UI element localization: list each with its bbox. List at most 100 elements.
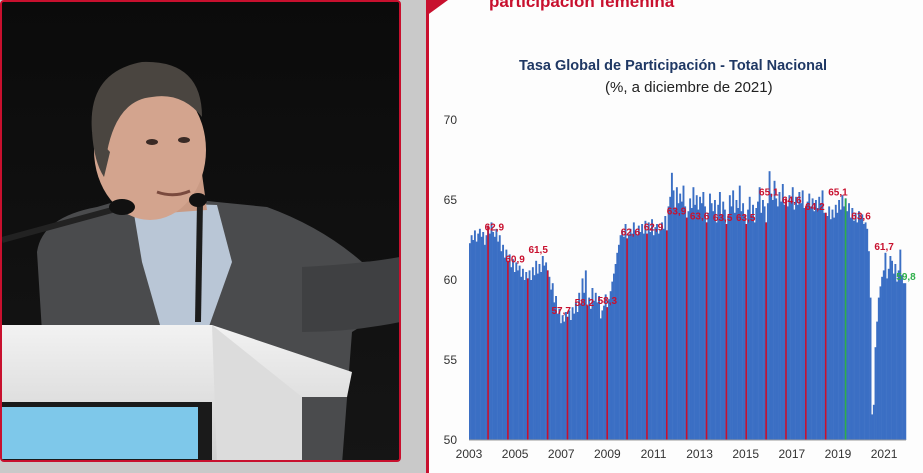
bar [848,203,850,440]
bar [510,267,513,440]
bar [902,283,905,440]
bar [490,222,493,440]
bar [896,281,898,440]
bar [530,280,533,440]
bar [502,244,505,440]
bar [755,208,758,440]
bar [854,212,857,440]
bar [505,249,508,440]
bar [624,224,627,440]
bar [679,193,682,440]
bar [730,206,733,440]
bar [715,222,718,440]
bar [588,297,591,440]
bar [568,310,571,440]
bar [814,200,817,440]
bar [536,273,539,440]
bar [831,209,834,440]
data-label: 63,6 [690,211,710,222]
bar [561,315,564,440]
bar [795,196,797,440]
y-tick-label: 50 [444,433,458,447]
bar [834,204,837,440]
bar [760,212,763,440]
speaker-figure [2,2,399,460]
bar [565,312,567,440]
bar [574,302,577,440]
bar [677,203,680,440]
bar [656,224,658,440]
bar [689,198,692,440]
data-label: 58,3 [598,296,618,307]
bar [728,195,731,440]
bar [699,196,701,440]
x-tick-label: 2021 [871,447,898,461]
data-label: 63,6 [851,211,871,222]
bar [667,206,670,440]
bar [594,292,597,440]
data-label: 62,9 [644,223,664,234]
speaker-video [0,0,401,462]
bar [498,235,501,440]
bar [632,222,635,440]
bar [659,230,662,440]
podium-screen [2,407,198,459]
bar [631,233,634,440]
bar [861,214,864,440]
microphone-left [2,207,113,243]
bar [707,212,710,440]
bar [651,219,653,440]
bar [513,272,516,440]
bar [521,268,524,440]
bar [478,228,481,440]
bar [758,187,761,440]
bar [874,347,877,440]
bar [503,257,506,440]
bar [485,235,488,440]
bar [637,225,640,440]
bar [535,260,538,440]
bar [641,224,644,440]
bar [543,265,546,440]
bar [528,270,531,440]
bar [846,211,849,440]
bar [864,222,867,440]
bar [742,203,745,440]
bar [829,219,832,440]
data-label: 60,9 [505,255,525,266]
bar [684,206,687,440]
bar [512,259,514,440]
x-tick-label: 2013 [686,447,713,461]
bar [697,209,700,440]
data-label: 65,1 [759,187,779,198]
bar [897,270,900,440]
x-tick-label: 2019 [825,447,852,461]
bar [591,288,594,440]
bar [613,273,615,440]
bar [892,273,895,440]
bar [838,200,841,440]
bar [480,236,483,440]
bar [583,292,586,440]
bar [560,323,562,440]
bar [800,203,802,440]
x-tick-label: 2015 [732,447,759,461]
bar [743,214,746,440]
bar [732,190,735,440]
data-label: 63,5 [713,213,733,224]
bar [882,270,885,440]
bar [680,201,683,440]
bar [500,251,503,440]
bar [702,192,705,440]
bar [639,232,642,440]
bar [614,264,617,440]
bar [809,206,812,440]
bar [816,208,819,440]
bar [793,209,796,440]
bar [495,228,498,440]
bar [748,196,751,440]
bar [477,233,480,440]
bar [735,200,738,440]
data-label: 59,8 [896,272,916,283]
chart-subtitle: (%, a diciembre de 2021) [605,79,773,96]
